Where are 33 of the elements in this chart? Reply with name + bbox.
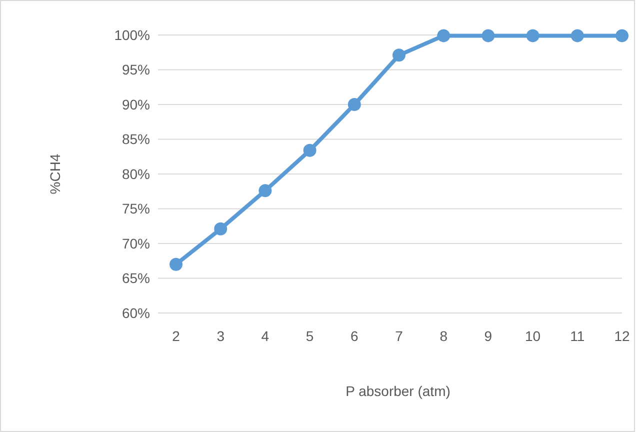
y-tick-label: 60% <box>122 304 150 321</box>
x-tick-label: 8 <box>440 328 448 344</box>
y-tick-label: 90% <box>122 96 150 112</box>
y-tick-label: 80% <box>122 166 150 182</box>
point <box>258 184 272 198</box>
x-tick-label: 7 <box>395 328 404 344</box>
x-tick-label: 11 <box>570 328 585 344</box>
point <box>348 98 361 111</box>
y-tick-label: 75% <box>122 200 150 217</box>
x-tick-label: 9 <box>484 328 492 344</box>
point <box>170 258 182 271</box>
point <box>214 222 228 236</box>
x-tick-label: 4 <box>261 328 270 344</box>
x-tick-label: 12 <box>614 328 630 344</box>
y-axis-title: %CH4 <box>47 154 63 194</box>
point <box>303 144 316 157</box>
x-tick-label: 6 <box>350 328 358 344</box>
y-tick-label: 70% <box>122 235 150 252</box>
x-tick-label: 5 <box>306 328 314 344</box>
point <box>616 29 628 42</box>
point <box>482 29 495 42</box>
x-tick-label: 10 <box>525 328 541 344</box>
x-tick-label: 3 <box>216 328 225 344</box>
point <box>392 48 406 62</box>
x-tick-label: 2 <box>172 328 180 344</box>
point <box>437 29 450 42</box>
y-tick-label: 95% <box>122 62 150 78</box>
point <box>526 29 540 42</box>
x-axis-title: P absorber (atm) <box>346 383 450 399</box>
y-tick-label: 65% <box>122 270 150 286</box>
y-tick-label: 85% <box>122 131 150 148</box>
point <box>570 29 584 42</box>
y-tick-label: 100% <box>114 26 150 43</box>
